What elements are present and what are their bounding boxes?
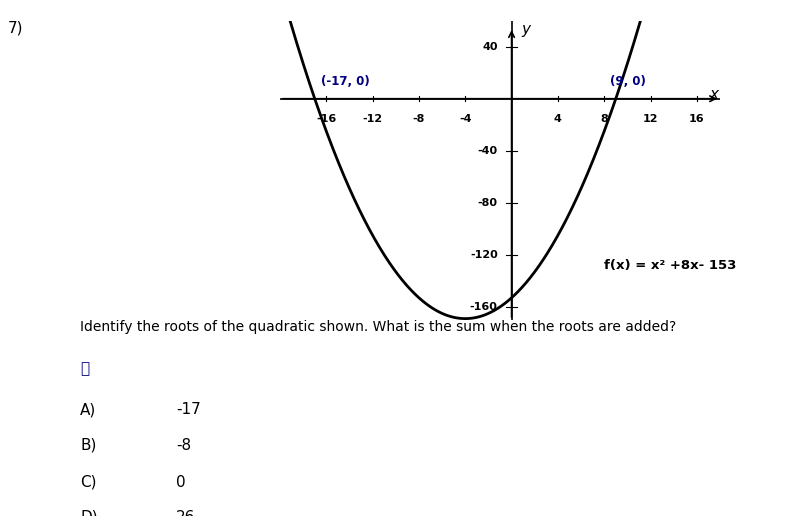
Text: 7): 7) xyxy=(8,21,23,36)
Text: -160: -160 xyxy=(470,302,498,312)
Text: -8: -8 xyxy=(176,438,191,453)
Text: 12: 12 xyxy=(642,115,658,124)
Text: 8: 8 xyxy=(600,115,608,124)
Text: x: x xyxy=(710,87,718,102)
Text: f(x) = x² +8x- 153: f(x) = x² +8x- 153 xyxy=(604,259,737,272)
Text: y: y xyxy=(521,22,530,37)
Text: C): C) xyxy=(80,475,97,490)
Text: D): D) xyxy=(80,510,98,516)
Text: B): B) xyxy=(80,438,96,453)
Text: A): A) xyxy=(80,402,96,417)
Text: -4: -4 xyxy=(459,115,471,124)
Text: 4: 4 xyxy=(554,115,562,124)
Text: 26: 26 xyxy=(176,510,195,516)
Text: -16: -16 xyxy=(316,115,337,124)
Text: -80: -80 xyxy=(478,198,498,208)
Text: 40: 40 xyxy=(482,42,498,52)
Text: Identify the roots of the quadratic shown. What is the sum when the roots are ad: Identify the roots of the quadratic show… xyxy=(80,320,676,334)
Text: -17: -17 xyxy=(176,402,201,417)
Text: 0: 0 xyxy=(176,475,186,490)
Text: 🔊: 🔊 xyxy=(80,361,89,376)
Text: (-17, 0): (-17, 0) xyxy=(321,75,370,88)
Text: -12: -12 xyxy=(362,115,382,124)
Text: (9, 0): (9, 0) xyxy=(610,75,646,88)
Text: -120: -120 xyxy=(470,250,498,260)
Text: -8: -8 xyxy=(413,115,425,124)
Text: 16: 16 xyxy=(689,115,705,124)
Text: -40: -40 xyxy=(478,146,498,156)
